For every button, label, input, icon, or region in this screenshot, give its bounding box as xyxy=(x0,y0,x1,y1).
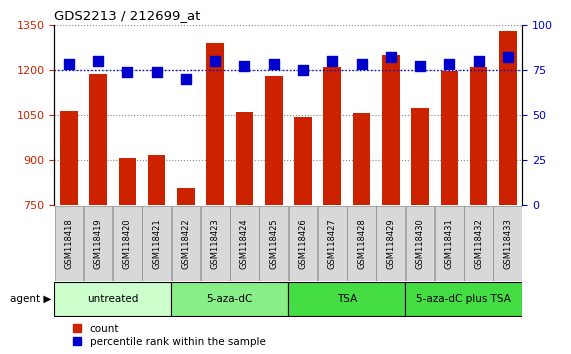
Point xyxy=(328,58,337,64)
Point xyxy=(416,63,425,69)
Point xyxy=(211,58,220,64)
Bar xyxy=(55,206,83,281)
Point xyxy=(240,63,249,69)
Text: GSM118430: GSM118430 xyxy=(416,218,425,269)
Point xyxy=(445,62,454,67)
Bar xyxy=(265,76,283,354)
Bar xyxy=(142,206,171,281)
Bar xyxy=(177,188,195,354)
Bar xyxy=(119,158,136,354)
Bar xyxy=(435,206,464,281)
Text: GSM118433: GSM118433 xyxy=(503,218,512,269)
Bar xyxy=(288,282,405,316)
Point xyxy=(357,62,366,67)
Text: GSM118429: GSM118429 xyxy=(386,218,395,269)
Text: GSM118422: GSM118422 xyxy=(182,218,191,269)
Bar xyxy=(493,206,522,281)
Text: GSM118421: GSM118421 xyxy=(152,218,161,269)
Text: GSM118426: GSM118426 xyxy=(299,218,308,269)
Bar xyxy=(464,206,493,281)
Point xyxy=(94,58,103,64)
Text: TSA: TSA xyxy=(337,294,357,304)
Bar xyxy=(411,108,429,354)
Bar xyxy=(294,116,312,354)
Point xyxy=(65,62,74,67)
Bar xyxy=(376,206,405,281)
Bar xyxy=(89,74,107,354)
Text: GSM118418: GSM118418 xyxy=(65,218,74,269)
Bar xyxy=(207,43,224,354)
Bar xyxy=(201,206,230,281)
Bar xyxy=(441,72,458,354)
Point xyxy=(503,55,512,60)
Point xyxy=(123,69,132,75)
Text: GSM118419: GSM118419 xyxy=(94,218,103,269)
Text: 5-aza-dC plus TSA: 5-aza-dC plus TSA xyxy=(416,294,512,304)
Point xyxy=(299,67,308,73)
Text: GSM118432: GSM118432 xyxy=(474,218,483,269)
Text: 5-aza-dC: 5-aza-dC xyxy=(207,294,253,304)
Text: GSM118428: GSM118428 xyxy=(357,218,366,269)
Bar xyxy=(499,31,517,354)
Point xyxy=(182,76,191,82)
Bar xyxy=(289,206,317,281)
Bar xyxy=(113,206,142,281)
Bar xyxy=(382,55,400,354)
Text: GSM118420: GSM118420 xyxy=(123,218,132,269)
Bar xyxy=(60,112,78,354)
Bar xyxy=(54,282,171,316)
Text: untreated: untreated xyxy=(87,294,138,304)
Text: GSM118423: GSM118423 xyxy=(211,218,220,269)
Bar xyxy=(172,206,200,281)
Bar xyxy=(470,67,488,354)
Point xyxy=(152,69,161,75)
Text: agent ▶: agent ▶ xyxy=(10,294,51,304)
Point xyxy=(386,55,395,60)
Bar xyxy=(230,206,259,281)
Bar xyxy=(405,282,522,316)
Bar xyxy=(84,206,112,281)
Text: GSM118424: GSM118424 xyxy=(240,218,249,269)
Bar xyxy=(318,206,347,281)
Bar xyxy=(148,155,166,354)
Bar xyxy=(236,112,254,354)
Legend: count, percentile rank within the sample: count, percentile rank within the sample xyxy=(71,321,268,349)
Bar xyxy=(347,206,376,281)
Text: GSM118425: GSM118425 xyxy=(269,218,278,269)
Bar xyxy=(353,113,370,354)
Point xyxy=(474,58,483,64)
Bar xyxy=(171,282,288,316)
Point xyxy=(269,62,278,67)
Text: GSM118431: GSM118431 xyxy=(445,218,454,269)
Bar xyxy=(259,206,288,281)
Text: GSM118427: GSM118427 xyxy=(328,218,337,269)
Text: GDS2213 / 212699_at: GDS2213 / 212699_at xyxy=(54,9,200,22)
Bar xyxy=(323,67,341,354)
Bar xyxy=(406,206,435,281)
